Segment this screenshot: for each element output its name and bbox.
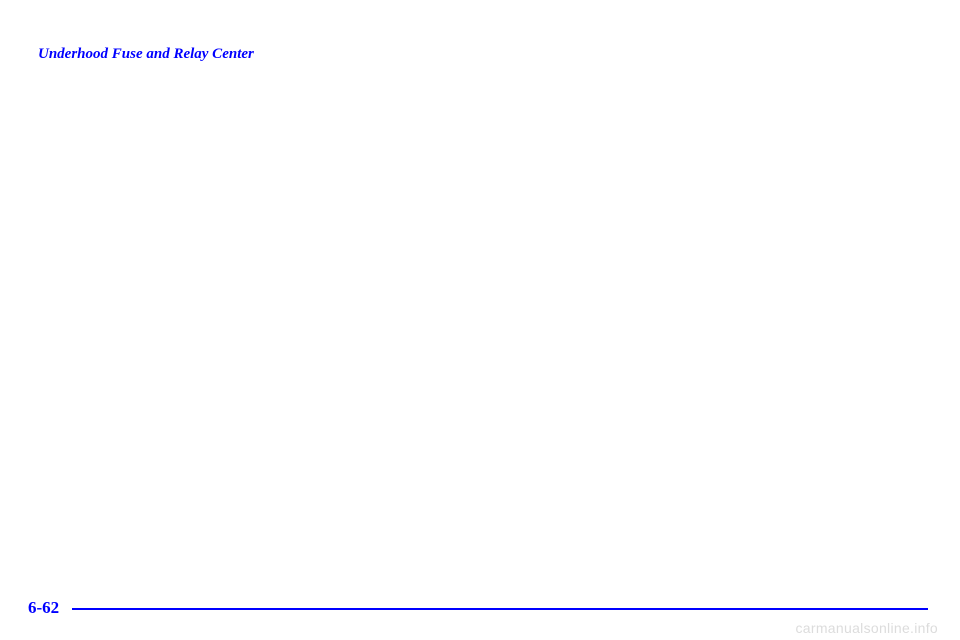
section-heading: Underhood Fuse and Relay Center (38, 46, 254, 63)
footer-rule (72, 608, 928, 610)
page-number: 6-62 (28, 598, 59, 618)
watermark-text: carmanualsonline.info (796, 620, 939, 636)
page: Underhood Fuse and Relay Center 6-62 car… (0, 0, 960, 640)
